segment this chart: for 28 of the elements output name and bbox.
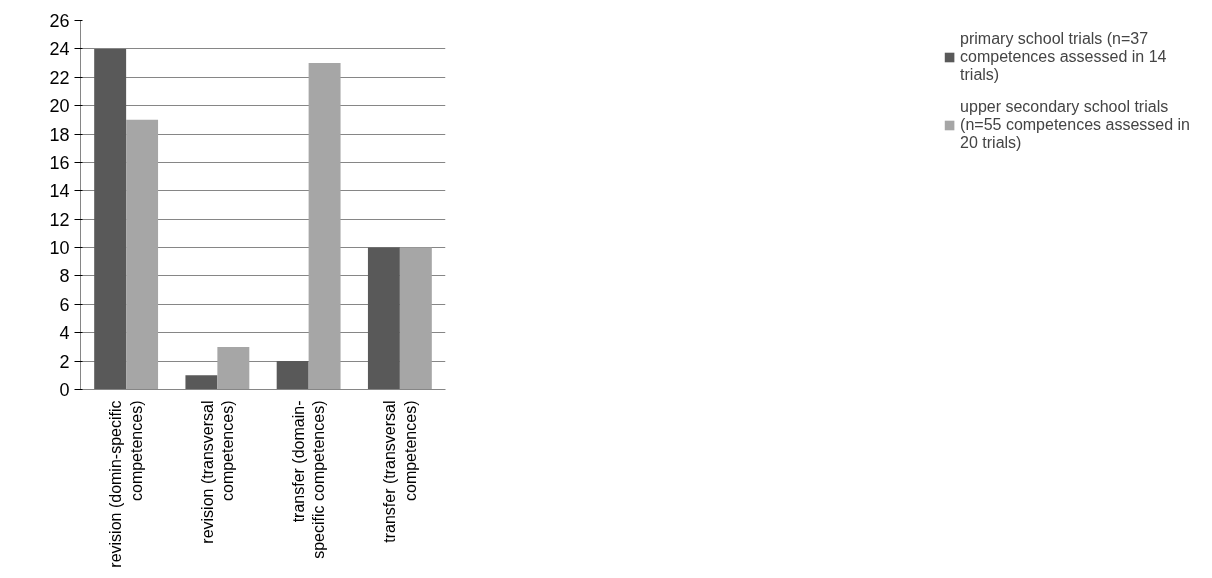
y-tick-label: 2 <box>59 351 70 372</box>
legend-label: primary school trials (n=37 competences assessed in 14 trials) <box>960 30 1167 84</box>
y-tick-label: 12 <box>49 209 70 230</box>
y-tick-label: 20 <box>49 96 70 117</box>
legend-label: upper secondary school trials (n=55 competences assessed in 20 trials) <box>960 98 1190 152</box>
bar <box>94 48 127 390</box>
x-tick-label: revision (transversal competences) <box>198 400 237 544</box>
y-tick-label: 18 <box>49 124 70 145</box>
bar <box>367 247 400 390</box>
y-tick-label: 14 <box>49 181 70 202</box>
y-tick-label: 22 <box>49 67 70 88</box>
bar <box>185 375 218 390</box>
y-tick-label: 26 <box>49 11 70 31</box>
y-tick-label: 24 <box>49 39 70 60</box>
x-tick-label: revision (domin-specific competences) <box>107 400 145 568</box>
bar <box>217 346 250 390</box>
y-tick-label: 8 <box>59 266 70 287</box>
y-tick-label: 16 <box>49 152 70 173</box>
y-tick-label: 0 <box>59 380 70 400</box>
x-tick-label: transfer (transversal competences) <box>381 400 419 543</box>
y-tick-label: 10 <box>49 238 70 259</box>
y-tick-label: 4 <box>59 323 70 344</box>
bar <box>276 361 309 390</box>
bar <box>126 119 159 390</box>
y-tick-label: 6 <box>59 294 70 315</box>
x-tick-label: transfer (domain-specific competences) <box>289 400 328 559</box>
bar <box>399 247 432 390</box>
bar <box>308 63 341 390</box>
